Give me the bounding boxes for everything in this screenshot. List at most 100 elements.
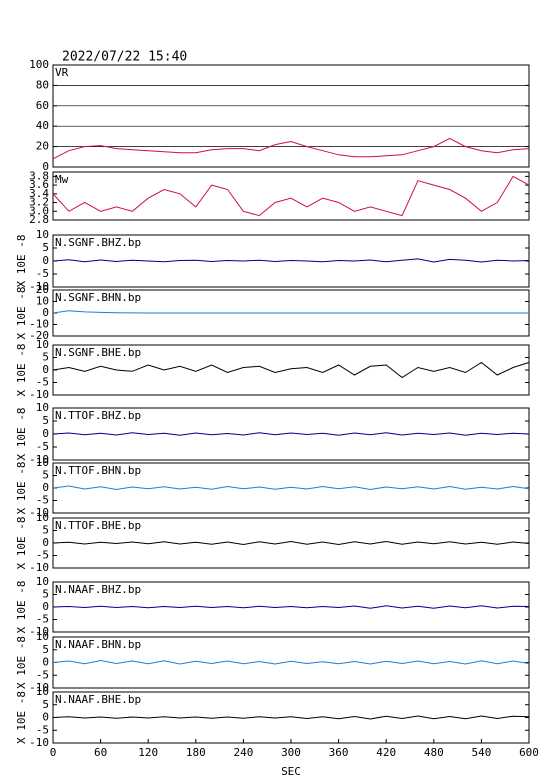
x-tick-label: 420 xyxy=(376,746,396,759)
y-tick-label: 10 xyxy=(36,228,49,241)
y-tick-label: 0 xyxy=(42,363,49,376)
x-tick-label: 240 xyxy=(233,746,253,759)
y-tick-label: 0 xyxy=(42,536,49,549)
x-tick-label: 120 xyxy=(138,746,158,759)
panel-label: N.SGNF.BHN.bp xyxy=(55,291,141,304)
y-tick-label: 5 xyxy=(42,469,49,482)
waveform-line xyxy=(52,310,529,314)
y-tick-label: 10 xyxy=(36,401,49,414)
x-tick-label: 360 xyxy=(329,746,349,759)
y-tick-label: 20 xyxy=(36,283,49,296)
panel-label: N.SGNF.BHE.bp xyxy=(55,346,141,359)
x-tick-label: 540 xyxy=(471,746,491,759)
y-tick-label: 0 xyxy=(42,600,49,613)
y-tick-label: -5 xyxy=(36,267,49,280)
panel-label: N.TTOF.BHZ.bp xyxy=(55,409,141,422)
y-tick-label: 5 xyxy=(42,241,49,254)
y-tick-label: 0 xyxy=(42,427,49,440)
y-tick-label: 100 xyxy=(29,58,49,71)
y-tick-label: 5 xyxy=(42,524,49,537)
waveform-line xyxy=(52,432,530,436)
y-tick-label: 10 xyxy=(36,685,49,698)
panel-frame xyxy=(52,171,530,221)
panel-frame xyxy=(52,64,530,168)
x-axis-label: SEC xyxy=(281,765,301,778)
x-tick-label: 300 xyxy=(281,746,301,759)
y-tick-label: 3.2 xyxy=(29,196,49,209)
y-tick-label: 10 xyxy=(36,338,49,351)
panel-label: Mw xyxy=(55,173,69,186)
y-tick-label: -10 xyxy=(29,681,49,694)
y-tick-label: -5 xyxy=(36,494,49,507)
y-axis-label: X 10E -8 xyxy=(15,462,28,515)
waveform-line xyxy=(52,659,530,665)
y-tick-label: 10 xyxy=(36,456,49,469)
y-tick-label: -10 xyxy=(29,506,49,519)
x-tick-label: 600 xyxy=(519,746,539,759)
y-tick-label: 0 xyxy=(42,656,49,669)
waveform-line xyxy=(52,485,530,491)
y-tick-label: -10 xyxy=(29,625,49,638)
waveform-line xyxy=(52,361,530,379)
chart-title: 2022/07/22 15:40 xyxy=(62,50,187,65)
y-tick-label: 5 xyxy=(42,588,49,601)
y-tick-label: -10 xyxy=(29,280,49,293)
y-tick-label: 10 xyxy=(36,575,49,588)
y-tick-label: -10 xyxy=(29,388,49,401)
y-tick-label: 0 xyxy=(42,306,49,319)
x-tick-label: 60 xyxy=(94,746,107,759)
y-tick-label: -20 xyxy=(29,329,49,342)
y-tick-label: 5 xyxy=(42,351,49,364)
y-tick-label: 10 xyxy=(36,511,49,524)
y-tick-label: -5 xyxy=(36,549,49,562)
y-axis-label: X 10E -8 xyxy=(15,517,28,570)
y-tick-label: -5 xyxy=(36,376,49,389)
y-tick-label: -5 xyxy=(36,613,49,626)
waveform-line xyxy=(52,715,530,720)
y-tick-label: 0 xyxy=(42,711,49,724)
y-tick-label: 3.8 xyxy=(29,169,49,182)
y-tick-label: 0 xyxy=(42,160,49,173)
y-tick-label: 3.0 xyxy=(29,204,49,217)
y-axis-label: X 10E -8 xyxy=(15,581,28,634)
y-tick-label: 80 xyxy=(36,78,49,91)
y-tick-label: 5 xyxy=(42,643,49,656)
x-tick-label: 180 xyxy=(186,746,206,759)
y-tick-label: -10 xyxy=(29,318,49,331)
y-tick-label: 10 xyxy=(36,295,49,308)
y-tick-label: -10 xyxy=(29,561,49,574)
panel-label: N.NAAF.BHE.bp xyxy=(55,693,141,706)
waveform-line xyxy=(52,258,530,263)
y-tick-label: -10 xyxy=(29,453,49,466)
y-tick-label: 2.8 xyxy=(29,213,49,226)
panel-label: N.SGNF.BHZ.bp xyxy=(55,236,141,249)
panel-label: N.TTOF.BHE.bp xyxy=(55,519,141,532)
y-tick-label: -10 xyxy=(29,736,49,749)
y-axis-label: X 10E -8 xyxy=(15,287,28,340)
panel-label: N.NAAF.BHN.bp xyxy=(55,638,141,651)
x-tick-label: 0 xyxy=(50,746,57,759)
y-axis-label: X 10E -8 xyxy=(15,636,28,689)
y-axis-label: X 10E -8 xyxy=(15,235,28,288)
waveform-line xyxy=(52,540,530,546)
waveform-line xyxy=(52,175,530,217)
y-tick-label: -5 xyxy=(36,440,49,453)
waveform-line xyxy=(52,137,530,160)
y-axis-label: X 10E -8 xyxy=(15,344,28,397)
y-axis-label: X 10E -8 xyxy=(15,691,28,744)
y-tick-label: -5 xyxy=(36,668,49,681)
y-tick-label: 20 xyxy=(36,140,49,153)
y-tick-label: 10 xyxy=(36,630,49,643)
waveform-line xyxy=(52,605,530,609)
y-tick-label: 60 xyxy=(36,99,49,112)
panel-label: VR xyxy=(55,66,69,79)
y-tick-label: 3.6 xyxy=(29,178,49,191)
panel-label: N.TTOF.BHN.bp xyxy=(55,464,141,477)
y-tick-label: -5 xyxy=(36,723,49,736)
panel-label: N.NAAF.BHZ.bp xyxy=(55,583,141,596)
x-tick-label: 480 xyxy=(424,746,444,759)
y-axis-label: X 10E -8 xyxy=(15,408,28,461)
y-tick-label: 0 xyxy=(42,254,49,267)
y-tick-label: 0 xyxy=(42,481,49,494)
